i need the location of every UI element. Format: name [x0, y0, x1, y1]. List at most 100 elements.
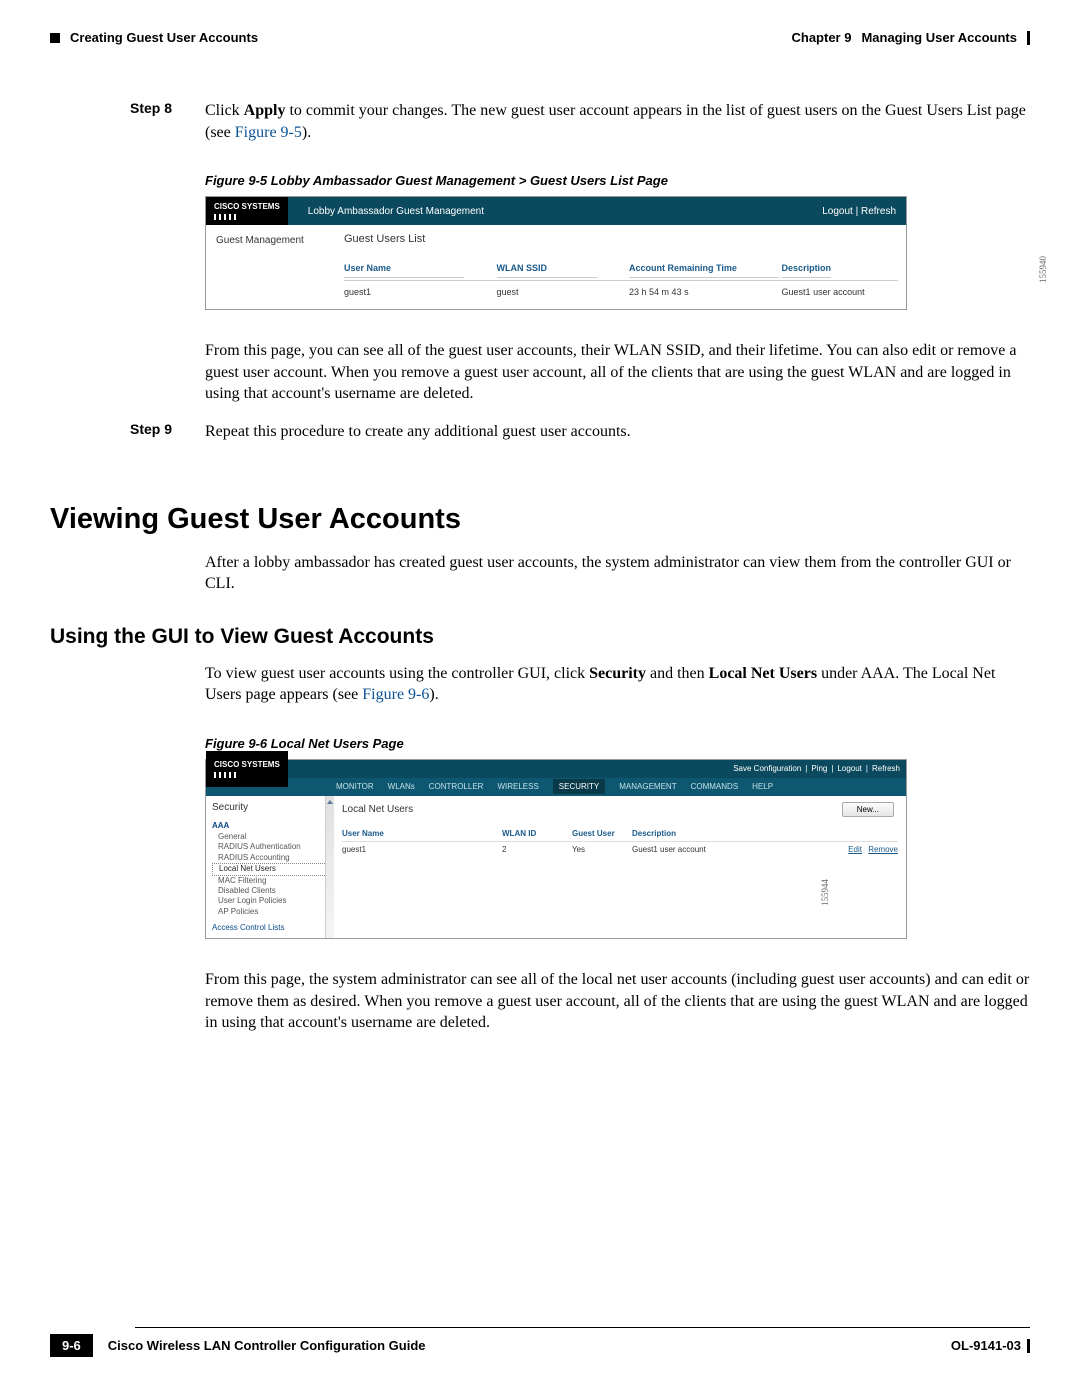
sidebar-ap-policies[interactable]: AP Policies [212, 907, 327, 917]
header-right: Chapter 9 Managing User Accounts [791, 30, 1030, 45]
text: ). [302, 124, 311, 141]
td-username[interactable]: guest1 [344, 283, 464, 301]
ss2-topbar: CISCO SYSTEMS Save Configuration| Ping| … [206, 760, 906, 796]
menu-help[interactable]: HELP [752, 782, 773, 791]
th-description: Description [632, 829, 838, 838]
paragraph: After a lobby ambassador has created gue… [205, 552, 1030, 595]
th-wlan-id: WLAN ID [502, 829, 572, 838]
divider: | [866, 764, 868, 773]
menu-security[interactable]: SECURITY [553, 779, 605, 794]
text: Click [205, 102, 244, 119]
divider: | [853, 206, 861, 217]
sidebar-aaa[interactable]: AAA [212, 821, 327, 830]
ss1-main: Guest Users List User Name WLAN SSID Acc… [336, 225, 906, 309]
th-username: User Name [342, 829, 502, 838]
logout-link[interactable]: Logout [822, 206, 853, 217]
td-description: Guest1 user account [782, 283, 865, 301]
td-actions: Edit Remove [838, 845, 898, 854]
logo-text: CISCO SYSTEMS [214, 760, 280, 769]
ss2-page-title: Local Net Users [342, 804, 898, 815]
edit-link[interactable]: Edit [848, 845, 862, 854]
td-wlan-id: 2 [502, 845, 572, 854]
screenshot-local-net-users: CISCO SYSTEMS Save Configuration| Ping| … [205, 759, 907, 939]
refresh-link[interactable]: Refresh [861, 206, 896, 217]
ss1-table: User Name WLAN SSID Account Remaining Ti… [344, 259, 898, 301]
menu-wireless[interactable]: WIRELESS [497, 782, 538, 791]
footer-row: 9-6 Cisco Wireless LAN Controller Config… [50, 1334, 1030, 1357]
new-button[interactable]: New... [842, 802, 894, 817]
ss1-sidebar: Guest Management [206, 225, 336, 309]
sidebar-general[interactable]: General [212, 832, 327, 842]
logo-bars-icon [214, 214, 280, 220]
sidebar-item[interactable]: Guest Management [216, 235, 304, 246]
ss1-body: Guest Management Guest Users List User N… [206, 225, 906, 309]
th-actions [838, 829, 898, 838]
ping-link[interactable]: Ping [811, 764, 827, 773]
text: ). [429, 686, 438, 703]
sidebar-radius-auth[interactable]: RADIUS Authentication [212, 842, 327, 852]
logout-link[interactable]: Logout [837, 764, 861, 773]
th-wlan-ssid: WLAN SSID [497, 259, 597, 278]
apply-bold: Apply [244, 102, 286, 119]
td-username[interactable]: guest1 [342, 845, 502, 854]
sidebar-acl[interactable]: Access Control Lists [212, 923, 327, 932]
sidebar-local-net-users[interactable]: Local Net Users [212, 863, 327, 875]
local-net-users-bold: Local Net Users [709, 665, 817, 682]
figure-number: 155944 [820, 879, 830, 906]
logo-bars-icon [214, 772, 280, 778]
ss2-menu: MONITOR WLANs CONTROLLER WIRELESS SECURI… [206, 778, 906, 796]
header-bar-icon [1027, 31, 1030, 45]
security-bold: Security [589, 665, 646, 682]
menu-management[interactable]: MANAGEMENT [619, 782, 676, 791]
figure-9-6-caption: Figure 9-6 Local Net Users Page [205, 736, 1030, 751]
ss2-top-row: CISCO SYSTEMS Save Configuration| Ping| … [206, 760, 906, 778]
step-text: Click Apply to commit your changes. The … [205, 100, 1030, 143]
chapter-title: Managing User Accounts [861, 30, 1017, 45]
screenshot-guest-users-list: CISCO SYSTEMS Lobby Ambassador Guest Man… [205, 196, 907, 310]
divider: | [805, 764, 807, 773]
menu-monitor[interactable]: MONITOR [336, 782, 374, 791]
table-row: guest1 2 Yes Guest1 user account Edit Re… [342, 842, 898, 854]
page: Creating Guest User Accounts Chapter 9 M… [0, 0, 1080, 1397]
section-title: Creating Guest User Accounts [70, 30, 258, 45]
sidebar-user-login-policies[interactable]: User Login Policies [212, 896, 327, 906]
page-footer: 9-6 Cisco Wireless LAN Controller Config… [50, 1327, 1030, 1357]
figure-9-5-wrap: CISCO SYSTEMS Lobby Ambassador Guest Man… [205, 196, 1030, 310]
menu-wlans[interactable]: WLANs [388, 782, 415, 791]
ss2-body: Security AAA General RADIUS Authenticati… [206, 796, 906, 938]
th-description: Description [782, 259, 832, 278]
figure-link[interactable]: Figure 9-6 [362, 686, 429, 703]
header-square-icon [50, 33, 60, 43]
td-description: Guest1 user account [632, 845, 838, 854]
save-config-link[interactable]: Save Configuration [733, 764, 801, 773]
text: to commit your changes. The new guest us… [205, 102, 1026, 141]
remove-link[interactable]: Remove [868, 845, 898, 854]
ss2-main: Local Net Users New... User Name WLAN ID… [334, 796, 906, 938]
refresh-link[interactable]: Refresh [872, 764, 900, 773]
text: To view guest user accounts using the co… [205, 665, 589, 682]
footer-title: Cisco Wireless LAN Controller Configurat… [108, 1338, 951, 1353]
divider: | [831, 764, 833, 773]
footer-doc-id: OL-9141-03 [951, 1338, 1021, 1353]
step-label: Step 9 [130, 421, 205, 443]
figure-number: 155940 [1038, 256, 1048, 283]
figure-link[interactable]: Figure 9-5 [235, 124, 302, 141]
sidebar-radius-acct[interactable]: RADIUS Accounting [212, 853, 327, 863]
ss1-page-title: Guest Users List [344, 233, 898, 245]
td-guest-user: Yes [572, 845, 632, 854]
table-header-row: User Name WLAN ID Guest User Description [342, 829, 898, 842]
sidebar-disabled-clients[interactable]: Disabled Clients [212, 886, 327, 896]
paragraph: From this page, you can see all of the g… [205, 340, 1030, 405]
sidebar-mac-filtering[interactable]: MAC Filtering [212, 876, 327, 886]
td-remaining: 23 h 54 m 43 s [629, 283, 779, 301]
menu-controller[interactable]: CONTROLLER [429, 782, 484, 791]
cisco-logo: CISCO SYSTEMS [206, 197, 288, 225]
heading-using-gui: Using the GUI to View Guest Accounts [50, 625, 1030, 649]
th-guest-user: Guest User [572, 829, 632, 838]
step-label: Step 8 [130, 100, 205, 143]
logo-text: CISCO SYSTEMS [214, 202, 280, 211]
th-remaining-time: Account Remaining Time [629, 259, 779, 278]
menu-commands[interactable]: COMMANDS [691, 782, 739, 791]
page-number: 9-6 [50, 1334, 93, 1357]
sidebar-collapse-handle[interactable] [325, 796, 334, 938]
